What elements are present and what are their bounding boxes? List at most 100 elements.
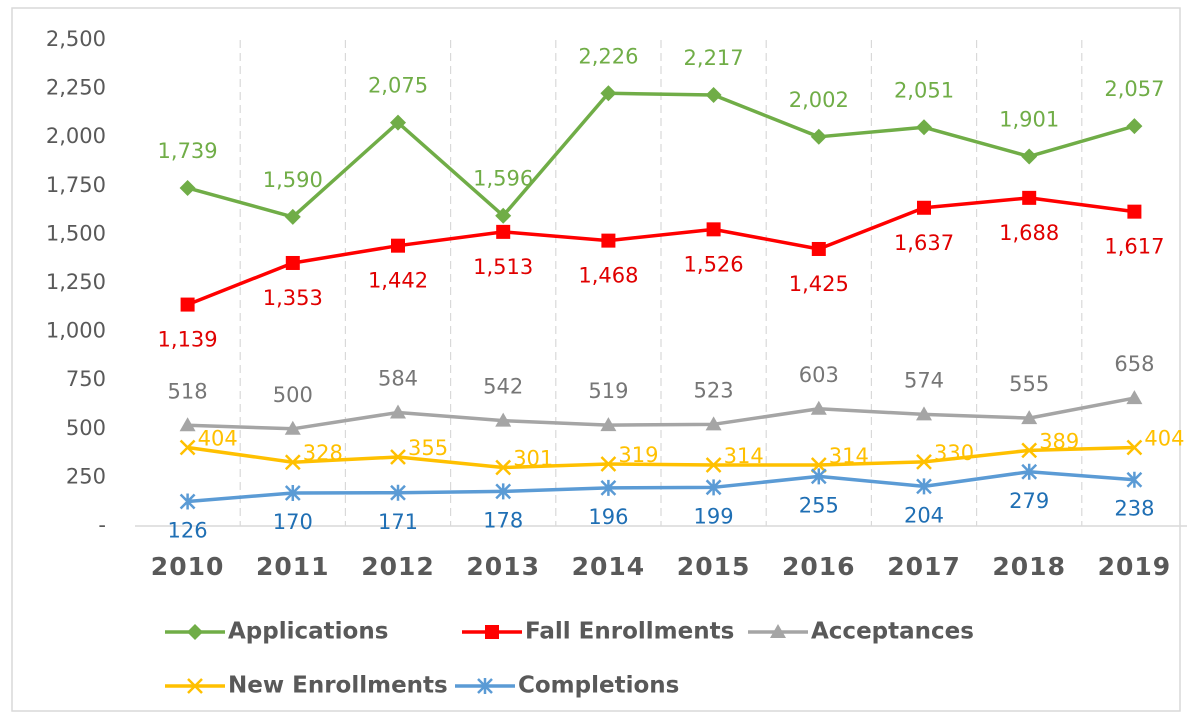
chart-frame (11, 7, 1181, 712)
data-label: 1,688 (999, 221, 1059, 245)
x-tick-label: 2012 (361, 552, 435, 581)
data-label: 2,226 (578, 44, 638, 68)
data-label: 518 (168, 379, 208, 403)
marker (810, 128, 827, 145)
marker (705, 479, 722, 496)
data-label: 1,526 (684, 252, 744, 276)
data-label: 404 (1144, 426, 1184, 450)
data-label: 199 (694, 504, 734, 528)
y-tick-label: 1,250 (46, 270, 106, 294)
marker (496, 224, 511, 239)
y-tick-label: 1,000 (46, 319, 106, 343)
x-tick-label: 2011 (256, 552, 330, 581)
marker (705, 416, 722, 431)
marker (1021, 442, 1038, 459)
marker (285, 255, 300, 270)
data-label: 658 (1114, 352, 1154, 376)
marker (1126, 118, 1143, 135)
data-label: 574 (904, 368, 944, 392)
data-label: 2,075 (368, 74, 428, 98)
marker (391, 238, 405, 253)
marker (1126, 439, 1143, 456)
x-tick-label: 2019 (1098, 552, 1172, 581)
marker (706, 222, 721, 237)
data-label: 170 (273, 510, 313, 534)
marker (179, 493, 196, 510)
marker (916, 453, 932, 470)
x-tick-label: 2015 (677, 552, 751, 581)
legend-marker (485, 625, 499, 639)
marker (390, 449, 406, 465)
marker (179, 439, 196, 456)
data-label: 301 (513, 446, 553, 470)
data-label: 328 (303, 441, 343, 465)
data-label: 389 (1039, 429, 1079, 453)
data-label: 500 (273, 383, 313, 407)
x-tick-label: 2014 (572, 552, 646, 581)
x-tick-label: 2017 (887, 552, 961, 581)
marker (916, 406, 932, 421)
y-tick-label: 1,750 (46, 173, 106, 197)
y-tick-label: - (98, 513, 106, 537)
data-label: 1,637 (894, 231, 954, 255)
data-label: 178 (483, 508, 523, 532)
data-label: 1,596 (473, 167, 533, 191)
legend-marker (187, 678, 203, 694)
marker (495, 459, 512, 476)
data-label: 279 (1009, 489, 1049, 513)
data-label: 238 (1114, 497, 1154, 521)
marker (390, 484, 406, 501)
data-label: 2,217 (684, 46, 744, 70)
marker (600, 456, 617, 472)
marker (390, 114, 406, 131)
y-tick-label: 1,500 (46, 221, 106, 245)
data-label: 171 (378, 510, 418, 534)
marker (600, 479, 617, 496)
marker (495, 483, 512, 500)
data-label: 1,468 (578, 264, 638, 288)
data-label: 196 (588, 505, 628, 529)
data-label: 1,617 (1104, 235, 1164, 259)
marker (284, 454, 301, 471)
series-line (187, 396, 1135, 431)
marker (1021, 148, 1038, 165)
data-label: 2,051 (894, 78, 954, 102)
data-label: 355 (408, 436, 448, 460)
data-label: 1,590 (263, 168, 323, 192)
x-tick-label: 2010 (151, 552, 225, 581)
y-tick-label: 2,250 (46, 76, 106, 100)
data-label: 603 (799, 363, 839, 387)
marker (916, 119, 932, 136)
legend-label: Fall Enrollments (525, 619, 734, 645)
legend-label: Completions (518, 673, 679, 699)
y-tick-label: 750 (66, 367, 106, 391)
legend-label: New Enrollments (228, 673, 448, 699)
marker (916, 478, 932, 495)
marker (811, 241, 826, 256)
data-label: 319 (618, 443, 658, 467)
marker (1126, 390, 1143, 405)
y-tick-label: 250 (66, 464, 106, 488)
data-label: 519 (588, 379, 628, 403)
series-line (186, 196, 1135, 307)
data-label: 1,901 (999, 107, 1059, 131)
marker (810, 457, 827, 473)
marker (705, 457, 722, 473)
marker (495, 207, 512, 224)
data-label: 1,425 (789, 272, 849, 296)
data-label: 2,057 (1104, 77, 1164, 101)
data-label: 1,739 (158, 139, 218, 163)
data-label: 1,139 (158, 328, 218, 352)
marker (1021, 410, 1038, 425)
marker (284, 420, 301, 435)
data-label: 314 (724, 444, 764, 468)
data-label: 2,002 (789, 88, 849, 112)
data-label: 330 (934, 441, 974, 465)
marker (917, 200, 931, 215)
legend-marker (477, 678, 493, 694)
data-label: 1,353 (263, 286, 323, 310)
marker (1022, 190, 1037, 205)
y-tick-label: 2,500 (46, 27, 106, 51)
legend-label: Applications (228, 619, 388, 645)
marker (600, 417, 617, 432)
